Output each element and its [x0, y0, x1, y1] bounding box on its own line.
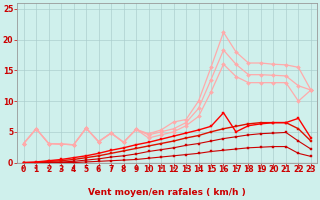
- X-axis label: Vent moyen/en rafales ( km/h ): Vent moyen/en rafales ( km/h ): [88, 188, 246, 197]
